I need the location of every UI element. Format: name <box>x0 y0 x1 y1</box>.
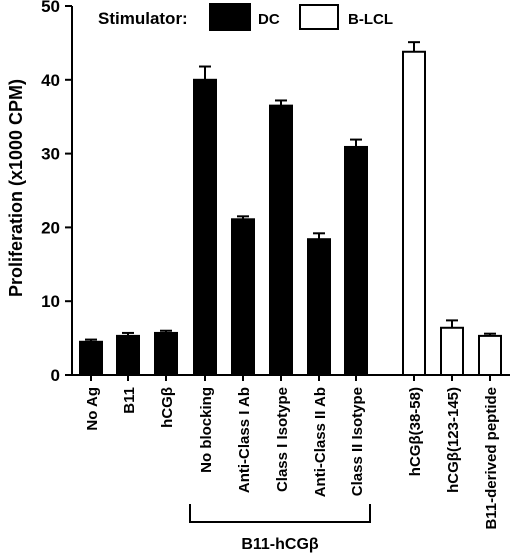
x-tick-label: No blocking <box>198 387 215 473</box>
bar <box>307 238 331 376</box>
y-tick-label: 40 <box>41 71 60 90</box>
bar-layer <box>79 41 502 377</box>
bar <box>154 331 178 376</box>
legend: Stimulator: DC B-LCL <box>98 3 393 31</box>
group-label: B11-hCGβ <box>241 536 319 553</box>
legend-title: Stimulator: <box>98 9 188 28</box>
y-tick-label: 50 <box>41 0 60 16</box>
x-tick-label: hCGβ(123-145) <box>445 387 462 493</box>
y-tick-label: 10 <box>41 292 60 311</box>
bar <box>402 50 426 376</box>
x-tick-label: Class II Isotype <box>349 387 366 496</box>
legend-swatch-blcl <box>299 4 339 30</box>
y-tick-label: 0 <box>51 366 60 385</box>
y-axis-label: Proliferation (x1000 CPM) <box>6 79 26 297</box>
bar <box>116 334 140 376</box>
bar <box>478 334 502 376</box>
bar <box>440 326 464 377</box>
x-tick-label: Class I Isotype <box>274 387 291 492</box>
legend-label-blcl: B-LCL <box>348 11 393 28</box>
x-tick-label: B11-derived peptide <box>483 387 500 530</box>
bar <box>79 340 103 377</box>
x-tick-label: Anti-Class II Ab <box>312 387 329 497</box>
group-bracket: B11-hCGβ <box>189 504 371 553</box>
legend-swatch-dc <box>209 3 251 31</box>
x-tick-label: Anti-Class I Ab <box>236 387 253 493</box>
x-tick-label: hCGβ <box>159 387 176 428</box>
label-layer: No Ag B11 hCGβ No blocking Anti-Class I Ab Cl… <box>84 387 500 530</box>
y-tick-label: 20 <box>41 218 60 237</box>
x-tick-label: hCGβ(38-58) <box>407 387 424 476</box>
legend-label-dc: DC <box>258 11 280 28</box>
x-tick-label: B11 <box>121 387 138 414</box>
x-tick-label: No Ag <box>84 387 101 431</box>
bar <box>269 104 293 376</box>
bar <box>344 145 368 376</box>
bar <box>231 218 255 376</box>
bar <box>193 78 217 377</box>
y-tick-label: 30 <box>41 145 60 164</box>
